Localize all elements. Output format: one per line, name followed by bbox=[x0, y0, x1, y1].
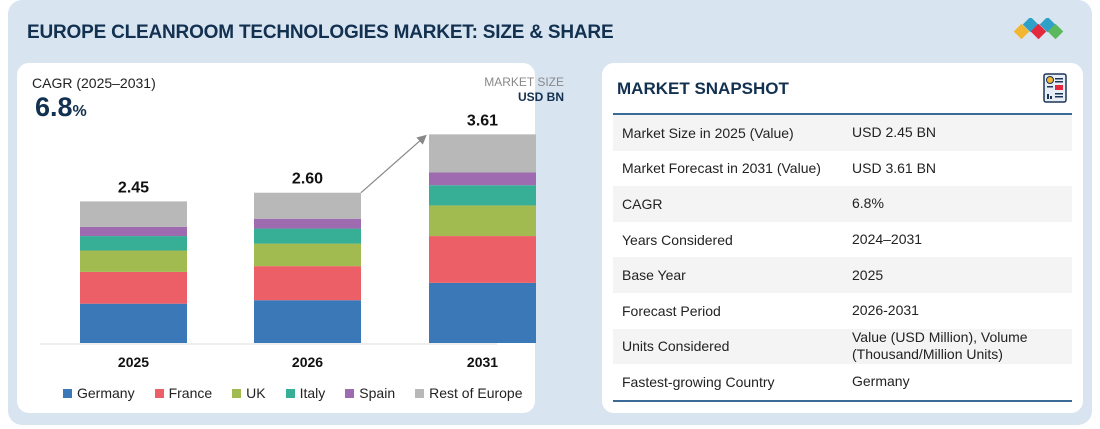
bar-segment-spain bbox=[80, 226, 187, 237]
bar-segment-rest-of-europe bbox=[429, 134, 536, 173]
legend-swatch bbox=[154, 388, 164, 398]
bar-segment-spain bbox=[429, 172, 536, 186]
table-row: Units Considered Value (USD Million), Vol… bbox=[613, 328, 1072, 365]
bar-segment-germany bbox=[80, 303, 187, 343]
legend-label: France bbox=[168, 385, 213, 401]
snapshot-title: MARKET SNAPSHOT bbox=[617, 79, 789, 98]
bar-segment-france bbox=[429, 236, 536, 283]
growth-arrow bbox=[360, 134, 427, 194]
legend-swatch bbox=[345, 388, 355, 398]
row-value: USD 3.61 BN bbox=[852, 159, 937, 176]
table-row: Market Forecast in 2031 (Value) USD 3.61 … bbox=[613, 151, 1072, 187]
legend-item: Rest of Europe bbox=[415, 385, 523, 401]
bar-segment-rest-of-europe bbox=[80, 201, 187, 227]
row-label: Market Size in 2025 (Value) bbox=[622, 124, 794, 141]
bar-segment-france bbox=[80, 271, 187, 304]
total-label: 2.60 bbox=[292, 171, 323, 188]
total-label: 3.61 bbox=[467, 112, 498, 129]
total-label: 2.45 bbox=[118, 179, 149, 196]
bar-segment-uk bbox=[254, 243, 361, 267]
legend-swatch bbox=[415, 388, 425, 398]
snapshot-table: Market Size in 2025 (Value) USD 2.45 BN Ma… bbox=[613, 113, 1072, 402]
row-value: 2024–2031 bbox=[852, 231, 923, 248]
legend-label: Italy bbox=[299, 385, 326, 401]
x-tick-label: 2031 bbox=[467, 354, 498, 370]
bar-segment-italy bbox=[80, 236, 187, 251]
legend-label: Rest of Europe bbox=[429, 385, 523, 401]
table-row: Base Year 2025 bbox=[613, 257, 1072, 293]
row-value: 2025 bbox=[852, 266, 884, 283]
legend-item: Italy bbox=[285, 385, 326, 401]
row-value: 2026-2031 bbox=[852, 302, 919, 319]
legend-item: France bbox=[154, 385, 213, 401]
bar-segment-germany bbox=[429, 282, 536, 343]
table-row: Years Considered 2024–2031 bbox=[613, 222, 1072, 258]
row-label: Units Considered bbox=[622, 338, 730, 355]
table-row: Market Size in 2025 (Value) USD 2.45 BN bbox=[613, 115, 1072, 151]
bar-segment-rest-of-europe bbox=[254, 192, 361, 219]
legend-item: UK bbox=[232, 385, 266, 401]
bar-segment-france bbox=[254, 266, 361, 301]
table-row: Fastest-growing Country Germany bbox=[613, 364, 1072, 400]
row-value: USD 2.45 BN bbox=[852, 124, 937, 141]
bar-segment-uk bbox=[429, 205, 536, 237]
row-label: Forecast Period bbox=[622, 302, 721, 319]
bar-segment-germany bbox=[254, 300, 361, 343]
x-tick-label: 2025 bbox=[118, 354, 149, 370]
legend-swatch bbox=[232, 388, 242, 398]
legend-item: Germany bbox=[63, 385, 135, 401]
legend-label: Germany bbox=[77, 385, 135, 401]
row-value: 6.8% bbox=[852, 195, 884, 212]
legend-label: Spain bbox=[359, 385, 396, 401]
bar-segment-uk bbox=[80, 250, 187, 272]
unit: USD BN bbox=[517, 90, 564, 104]
bar-segment-italy bbox=[429, 185, 536, 206]
stacked-bar-chart: 2.45 2025 2.60 2026 3.61 2031 bbox=[40, 112, 536, 370]
bar-segment-italy bbox=[254, 228, 361, 244]
legend-swatch bbox=[63, 388, 72, 398]
row-value: Value (USD Million), Volume (Thousand/Mi… bbox=[852, 329, 1028, 363]
chart-legend: Germany France UK Italy Spain Rest of Europe bbox=[63, 385, 543, 401]
row-label: Market Forecast in 2031 (Value) bbox=[622, 160, 821, 177]
brand-logo-icon bbox=[1013, 18, 1064, 40]
table-row: Forecast Period 2026-2031 bbox=[613, 293, 1072, 329]
row-value: Germany bbox=[852, 373, 910, 390]
x-tick-label: 2026 bbox=[292, 354, 323, 370]
page-title: EUROPE CLEANROOM TECHNOLOGIES MARKET: SI… bbox=[27, 22, 614, 43]
legend-item: Spain bbox=[345, 385, 395, 401]
report-icon bbox=[1043, 73, 1067, 103]
legend-label: UK bbox=[246, 385, 266, 401]
bar-segment-spain bbox=[254, 218, 361, 229]
cagr-value: 6.8% bbox=[35, 92, 87, 122]
unit-label: MARKET SIZE bbox=[484, 75, 564, 89]
legend-swatch bbox=[285, 388, 295, 398]
table-row: CAGR 6.8% bbox=[613, 186, 1072, 222]
row-label: Base Year bbox=[622, 267, 686, 284]
row-label: CAGR bbox=[622, 195, 663, 212]
cagr-label: CAGR (2025–2031) bbox=[32, 75, 156, 91]
row-label: Fastest-growing Country bbox=[622, 373, 775, 390]
row-label: Years Considered bbox=[622, 231, 733, 248]
